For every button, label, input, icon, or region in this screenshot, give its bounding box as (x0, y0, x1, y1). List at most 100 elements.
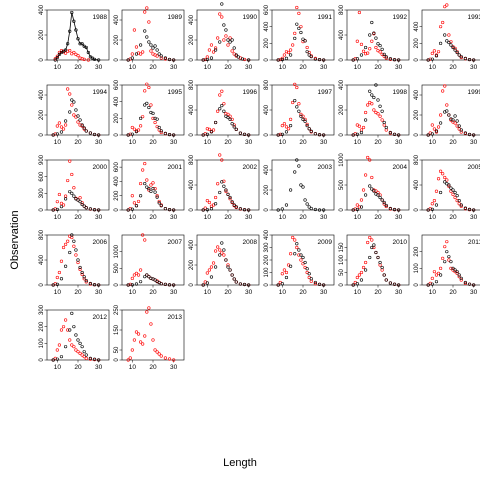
observed-point (299, 114, 303, 118)
x-tick-label: 20 (374, 64, 382, 71)
observed-point (224, 258, 228, 262)
predicted-point (361, 188, 366, 192)
x-tick-label: 20 (299, 289, 307, 296)
observed-point (70, 311, 74, 315)
predicted-point (55, 54, 59, 58)
predicted-point (226, 263, 230, 267)
predicted-point (443, 84, 447, 88)
predicted-point (136, 199, 141, 204)
observed-point (426, 58, 430, 62)
panel-year-label: 1990 (243, 14, 258, 21)
predicted-point (218, 12, 222, 16)
observed-point (322, 58, 326, 62)
observed-point (205, 132, 209, 136)
observed-point (376, 193, 380, 197)
observed-point (153, 44, 157, 48)
observed-point (214, 265, 218, 269)
y-tick-label: 400 (39, 254, 45, 265)
observed-point (280, 207, 284, 211)
observed-point (134, 282, 139, 286)
predicted-point (216, 182, 220, 186)
observed-point (305, 50, 309, 54)
predicted-point (355, 275, 359, 280)
predicted-point (459, 130, 463, 134)
y-tick-label: 800 (189, 79, 195, 90)
predicted-point (155, 194, 159, 198)
predicted-point (374, 189, 378, 193)
observed-point (218, 40, 222, 44)
observed-point (201, 283, 205, 287)
predicted-point (134, 45, 139, 49)
predicted-point (145, 310, 149, 314)
observed-point (155, 117, 159, 121)
predicted-point (59, 259, 64, 263)
x-tick-label: 20 (224, 214, 232, 221)
predicted-point (68, 159, 72, 163)
observed-point (228, 117, 232, 121)
observed-point (159, 54, 163, 58)
observed-point (447, 113, 451, 117)
predicted-point (436, 50, 441, 54)
y-tick-label: 200 (39, 109, 45, 120)
observed-point (463, 280, 468, 285)
observed-point (247, 58, 251, 62)
observed-point (82, 350, 86, 354)
observed-point (66, 42, 70, 46)
predicted-point (230, 49, 234, 53)
observed-point (226, 115, 230, 120)
observed-point (134, 52, 139, 56)
observed-point (130, 283, 134, 287)
predicted-point (432, 270, 437, 274)
observed-point (397, 58, 401, 62)
observed-point (372, 31, 376, 35)
predicted-point (359, 42, 364, 46)
observed-point (59, 130, 64, 134)
observed-point (155, 195, 159, 199)
y-tick-label: 0 (414, 133, 420, 137)
observed-point (293, 170, 297, 174)
observed-point (299, 183, 303, 187)
predicted-point (357, 124, 362, 128)
predicted-point (155, 54, 159, 58)
y-tick-label: 400 (39, 89, 45, 100)
observed-point (53, 58, 57, 62)
predicted-point (132, 127, 136, 131)
predicted-point (207, 200, 211, 205)
observed-point (139, 194, 143, 198)
observed-point (63, 197, 68, 201)
predicted-point (447, 33, 451, 37)
x-tick-label: 10 (54, 214, 62, 221)
observed-point (426, 208, 430, 212)
predicted-point (132, 273, 136, 277)
observed-point (214, 120, 218, 125)
observed-point (380, 109, 384, 113)
observed-point (59, 205, 64, 209)
observed-point (301, 255, 305, 260)
predicted-point (222, 253, 226, 257)
observed-point (126, 58, 130, 62)
observed-point (301, 185, 305, 189)
predicted-point (441, 20, 445, 25)
predicted-point (55, 124, 59, 128)
y-tick-label: 800 (264, 79, 270, 90)
predicted-point (130, 52, 134, 56)
predicted-point (368, 235, 372, 240)
predicted-point (361, 125, 366, 130)
predicted-point (282, 268, 287, 272)
x-tick-label: 10 (429, 139, 437, 146)
predicted-point (159, 354, 163, 358)
observed-point (134, 130, 139, 134)
predicted-point (220, 251, 224, 255)
observed-point (445, 39, 449, 43)
predicted-point (128, 356, 132, 360)
predicted-point (305, 122, 309, 126)
panel-year-label: 1991 (318, 14, 333, 21)
predicted-point (141, 115, 145, 119)
y-tick-label: 100 (414, 263, 420, 274)
y-tick-label: 0 (414, 58, 420, 62)
observed-point (317, 282, 322, 286)
observed-point (63, 48, 68, 52)
predicted-point (459, 278, 463, 282)
observed-point (374, 250, 378, 255)
predicted-point (280, 56, 284, 60)
